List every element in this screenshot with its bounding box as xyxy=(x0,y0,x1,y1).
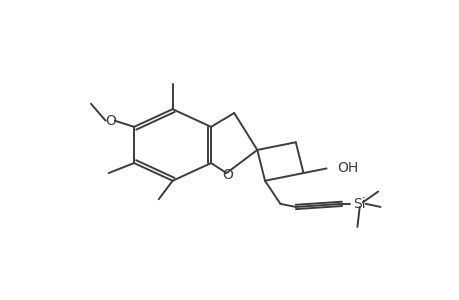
Text: O: O xyxy=(105,115,115,128)
Text: Si: Si xyxy=(353,197,365,211)
Text: OH: OH xyxy=(336,161,358,176)
Text: O: O xyxy=(222,168,233,182)
